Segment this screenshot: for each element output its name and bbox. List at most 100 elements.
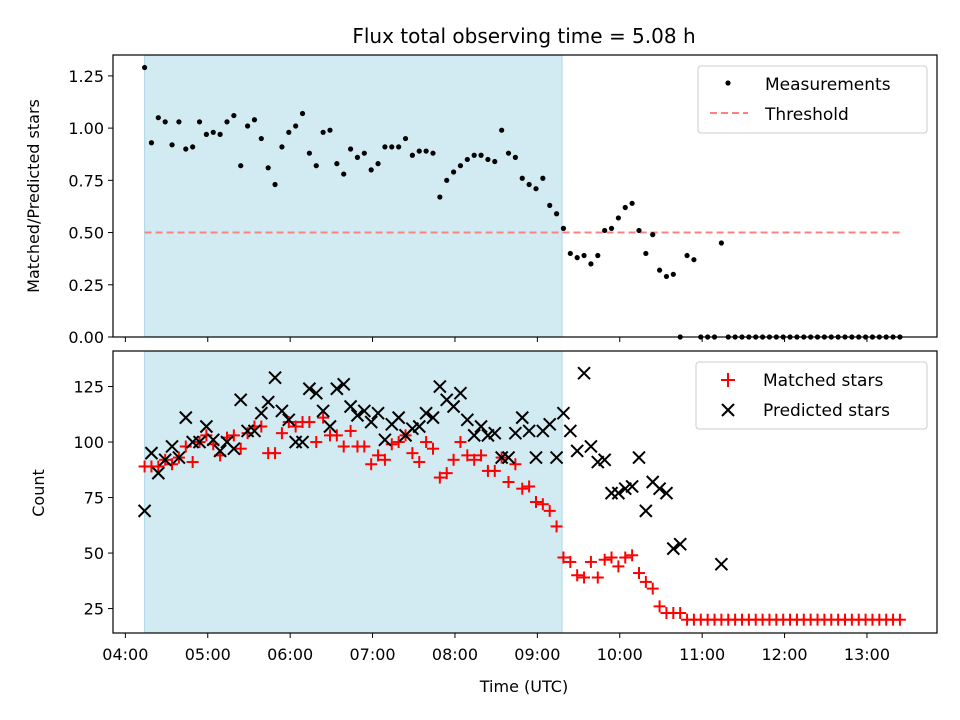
predicted-star-point	[343, 399, 358, 414]
measurement-point	[251, 117, 258, 123]
measurement-point	[279, 144, 285, 150]
matched-star-point	[461, 449, 474, 462]
measurement-point	[588, 261, 594, 267]
measurement-point	[444, 177, 450, 183]
matched-star-point	[529, 495, 542, 508]
predicted-marker-b	[625, 479, 639, 494]
matched-star-point	[440, 467, 453, 480]
measurement-point	[382, 144, 388, 150]
predicted-star-point	[247, 424, 262, 438]
measurement-point	[519, 175, 525, 181]
matched-star-point	[282, 416, 295, 429]
matched-star-point	[337, 440, 350, 453]
predicted-star-point	[309, 386, 323, 400]
matched-star-point	[584, 555, 597, 568]
measurement-point	[450, 169, 457, 175]
measurement-point	[464, 156, 470, 163]
measurement-point	[416, 148, 422, 154]
predicted-star-point	[611, 486, 626, 500]
measurement-point	[574, 255, 580, 261]
predicted-marker-b	[364, 415, 378, 429]
measurement-point	[533, 186, 539, 192]
predicted-star-point	[549, 450, 564, 465]
matched-star-point	[632, 567, 645, 580]
matched-star-point	[502, 476, 515, 489]
x-tick-label: 08:00	[432, 645, 478, 664]
measurement-point	[389, 144, 395, 150]
predicted-star-point	[295, 435, 310, 449]
matched-star-point	[598, 553, 611, 566]
bottom-legend: Matched stars Predicted stars	[695, 361, 928, 430]
predicted-marker-b	[597, 453, 612, 467]
top-observing-span	[144, 54, 563, 338]
predicted-marker-b	[412, 419, 426, 434]
predicted-star-point	[604, 486, 619, 500]
predicted-star-point	[323, 419, 337, 434]
bottom-y-tick-label: 75	[84, 489, 104, 508]
matched-star-point	[674, 607, 687, 620]
matched-star-point	[227, 429, 240, 442]
predicted-star-point	[508, 426, 523, 440]
matched-star-point	[166, 458, 179, 471]
predicted-marker-b	[151, 466, 166, 480]
measurement-point	[423, 148, 429, 154]
matched-star-point	[413, 456, 426, 469]
predicted-marker-b	[563, 424, 578, 438]
predicted-marker-b	[522, 424, 536, 438]
measurement-point	[244, 123, 251, 129]
matched-star-point	[550, 520, 563, 533]
predicted-star-point	[179, 410, 193, 425]
matched-star-point	[186, 456, 199, 469]
measurement-point	[636, 227, 642, 234]
predicted-marker-b	[282, 413, 296, 427]
matched-star-point	[557, 551, 570, 564]
measurement-point	[650, 232, 656, 238]
bottom-y-axis-label: Count	[29, 469, 48, 517]
measurement-point	[553, 211, 560, 217]
predicted-marker-b	[192, 435, 207, 449]
predicted-marker-b	[652, 481, 667, 496]
predicted-marker-b	[460, 413, 475, 427]
measurement-point	[684, 252, 690, 259]
x-tick-label: 05:00	[185, 645, 231, 664]
predicted-marker-b	[137, 504, 152, 518]
legend-matched-stars: Matched stars	[763, 371, 883, 391]
measurement-point	[602, 227, 608, 234]
measurement-point	[231, 112, 237, 119]
matched-star-point	[433, 471, 446, 484]
bottom-axes-frame	[112, 350, 938, 634]
matched-star-point	[378, 453, 391, 466]
predicted-marker-b	[446, 399, 461, 414]
measurement-point	[354, 154, 361, 160]
predicted-star-point	[261, 395, 275, 409]
matched-star-point	[330, 429, 343, 442]
predicted-star-point	[316, 404, 330, 418]
top-legend: Measurements Threshold	[697, 65, 928, 134]
predicted-marker-b	[254, 406, 269, 420]
predicted-marker-b	[330, 382, 344, 396]
predicted-star-point	[234, 393, 248, 407]
legend-predicted-stars: Predicted stars	[763, 401, 890, 421]
matched-star-point	[365, 458, 378, 471]
measurement-point	[196, 119, 203, 125]
measurement-point	[155, 115, 161, 121]
matched-star-point	[475, 449, 488, 462]
x-tick-label: 07:00	[350, 645, 396, 664]
matched-star-point	[303, 416, 316, 429]
predicted-marker-b	[632, 450, 646, 465]
predicted-marker-b	[577, 366, 591, 380]
predicted-marker-b	[144, 446, 159, 460]
matched-star-point	[255, 420, 268, 433]
predicted-star-point	[433, 379, 447, 394]
predicted-star-point	[213, 444, 227, 458]
predicted-star-point	[652, 481, 667, 496]
predicted-marker-b	[247, 424, 262, 438]
matched-star-point	[893, 613, 906, 626]
predicted-star-point	[158, 453, 172, 467]
predicted-star-point	[563, 424, 578, 438]
predicted-star-point	[254, 406, 269, 420]
x-tick-label: 10:00	[597, 645, 643, 664]
matched-star-point	[385, 438, 398, 451]
measurement-point	[718, 240, 724, 246]
